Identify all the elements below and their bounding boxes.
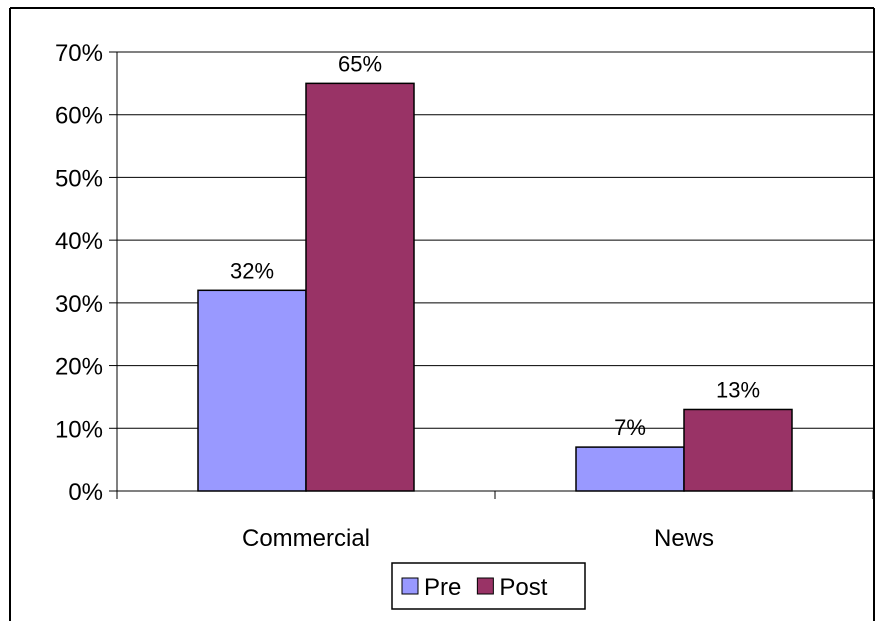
data-labels: 32% 65% 7% 13% [230,51,760,440]
y-tick-label: 70% [55,40,103,67]
legend-swatch [476,577,494,595]
y-tick-label: 50% [55,165,103,192]
y-tick-label: 20% [55,354,103,381]
data-label: 13% [716,377,760,402]
data-label: 65% [338,51,382,76]
bars [197,82,793,492]
data-label: 32% [230,258,274,283]
y-tick-label: 30% [55,291,103,318]
bar-post-commercial [305,82,415,492]
legend: Pre Post [391,562,586,610]
legend-swatch [401,577,419,595]
bar-pre-commercial [197,289,307,492]
bar-pre-news [575,446,685,492]
y-tick-label: 10% [55,416,103,443]
data-label: 7% [614,415,646,440]
legend-label: Post [499,574,547,601]
legend-label: Pre [424,574,461,601]
axes: 0% 10% 20% 30% 40% 50% 60% 70% Commercial News [55,40,874,552]
chart-frame [9,7,875,621]
x-tick-label: Commercial [242,525,370,552]
x-tick-label: News [654,525,714,552]
y-tick-label: 0% [68,479,103,506]
y-tick-label: 40% [55,228,103,255]
y-tick-label: 60% [55,103,103,130]
bar-post-news [683,408,793,492]
